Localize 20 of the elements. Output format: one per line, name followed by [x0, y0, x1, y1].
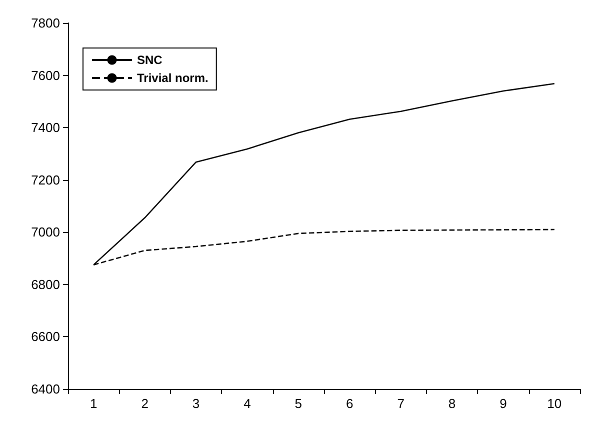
- x-tick-label: 8: [448, 396, 456, 411]
- y-tick-label: 7800: [31, 16, 60, 30]
- y-tick-label: 7200: [31, 172, 60, 188]
- x-tick-label: 2: [141, 396, 148, 411]
- x-tick-label: 5: [294, 396, 302, 411]
- x-tick-label: 4: [244, 396, 251, 411]
- x-tick-label: 6: [346, 396, 354, 411]
- y-tick-label: 7600: [31, 68, 60, 83]
- y-tick-label: 6800: [31, 276, 60, 292]
- legend-label: Trivial norm.: [137, 71, 208, 85]
- x-tick-label: 10: [547, 396, 562, 411]
- legend-label: SNC: [137, 53, 163, 67]
- x-tick-label: 1: [90, 396, 98, 411]
- y-tick-label: 6400: [31, 382, 60, 396]
- y-tick-label: 7400: [31, 120, 60, 136]
- y-tick-label: 6600: [31, 329, 60, 344]
- y-tick-label: 7000: [31, 224, 60, 240]
- x-tick-label: 7: [397, 396, 404, 411]
- x-tick-label: 3: [192, 396, 200, 411]
- x-tick-label: 9: [500, 396, 507, 411]
